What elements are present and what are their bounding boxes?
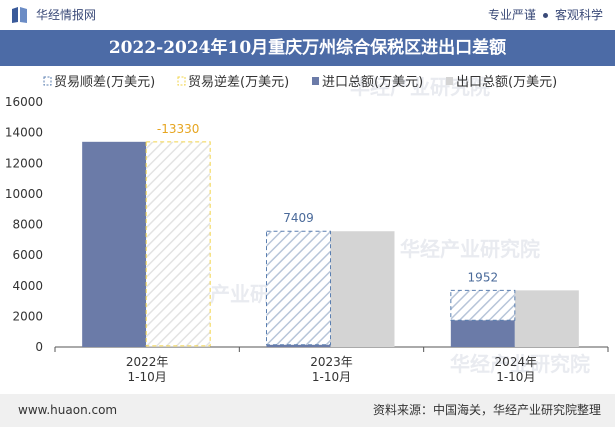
brand-logo: 华经情报网 bbox=[10, 6, 96, 24]
legend-swatch-export bbox=[446, 77, 453, 85]
legend-label: 贸易顺差(万美元) bbox=[54, 75, 155, 90]
watermark-text: 华经产业研究院 bbox=[350, 75, 490, 99]
y-tick-label: 8000 bbox=[12, 218, 43, 232]
data-label: -13330 bbox=[157, 122, 200, 136]
y-tick-label: 10000 bbox=[5, 187, 43, 201]
x-tick-label: 2024年 1-10月 bbox=[495, 355, 538, 384]
data-label: 7409 bbox=[283, 211, 314, 225]
slogan: 专业严谨 客观科学 bbox=[488, 6, 603, 24]
data-label: 1952 bbox=[468, 270, 499, 284]
website-link[interactable]: www.huaon.com bbox=[18, 403, 118, 417]
bar-deficit bbox=[145, 141, 211, 347]
bar-surplus bbox=[450, 289, 516, 321]
bar-export bbox=[330, 231, 395, 347]
footer: www.huaon.com 资料来源：中国海关，华经产业研究院整理 bbox=[0, 394, 615, 427]
legend: 贸易顺差(万美元) 贸易逆差(万美元) 进口总额(万美元) 出口总额(万美元) bbox=[43, 74, 557, 90]
brand-name: 华经情报网 bbox=[36, 8, 97, 22]
y-tick-label: 0 bbox=[35, 340, 43, 354]
bar-export bbox=[146, 345, 211, 347]
top-bar: 华经情报网 专业严谨 客观科学 bbox=[0, 0, 615, 30]
bar-export bbox=[514, 290, 579, 347]
y-tick-label: 12000 bbox=[5, 156, 43, 170]
y-tick-label: 16000 bbox=[5, 95, 43, 109]
y-tick-label: 4000 bbox=[12, 279, 43, 293]
watermark-text: 华经产业研究院 bbox=[450, 352, 590, 376]
legend-label: 贸易逆差(万美元) bbox=[188, 74, 289, 90]
legend-swatch-import bbox=[312, 77, 319, 85]
slogan-left: 专业严谨 bbox=[487, 8, 536, 22]
data-source: 资料来源：中国海关，华经产业研究院整理 bbox=[372, 403, 601, 417]
y-tick-label: 2000 bbox=[12, 309, 43, 323]
bar-import bbox=[82, 141, 147, 347]
title-bar: 2022-2024年10月重庆万州综合保税区进出口差额 bbox=[0, 30, 615, 66]
slogan-right: 客观科学 bbox=[554, 8, 603, 22]
data-labels: -13330 7409 1952 bbox=[157, 122, 498, 285]
bar-import bbox=[450, 320, 515, 347]
bars bbox=[82, 141, 579, 347]
watermark-text: 华经产业研究院 bbox=[400, 237, 540, 261]
chart-title: 2022-2024年10月重庆万州综合保税区进出口差额 bbox=[108, 38, 507, 58]
bar-import bbox=[266, 344, 331, 347]
bar-surplus bbox=[266, 230, 331, 346]
legend-swatch-deficit bbox=[177, 76, 186, 86]
x-tick-label: 2022年 1-10月 bbox=[126, 355, 169, 384]
y-tick-label: 6000 bbox=[12, 248, 43, 262]
legend-swatch-surplus bbox=[43, 76, 52, 86]
y-tick-label: 14000 bbox=[5, 126, 43, 140]
legend-label: 进口总额(万美元) bbox=[322, 75, 423, 90]
logo-icon bbox=[12, 7, 27, 23]
legend-label: 出口总额(万美元) bbox=[456, 75, 557, 90]
x-tick-label: 2023年 1-10月 bbox=[310, 355, 353, 384]
slogan-dot-icon bbox=[542, 12, 548, 18]
